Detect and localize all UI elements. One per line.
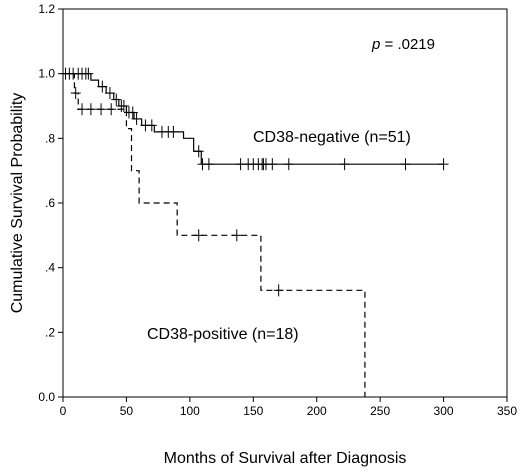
- x-tick-label-0: 0: [60, 404, 67, 418]
- y-tick-label-.4: .4: [45, 261, 55, 275]
- y-tick-label-1.0: 1.0: [38, 67, 55, 81]
- axis-ticks: 0 50 100 150 200 250 300 350 0.0 .2 .4 .6 .8 1.0 1.2: [38, 2, 517, 418]
- x-tick-label-300: 300: [434, 404, 454, 418]
- p-value-text: = .0219: [380, 36, 435, 53]
- y-axis-title: Cumulative Survival Probability: [9, 93, 26, 314]
- x-tick-label-200: 200: [307, 404, 327, 418]
- x-tick-label-50: 50: [120, 404, 134, 418]
- cd38-positive-curve: [63, 73, 366, 397]
- y-tick-label-1.2: 1.2: [38, 2, 55, 16]
- cd38-negative-curve: [63, 73, 444, 165]
- series-layer: [60, 67, 449, 397]
- x-tick-label-150: 150: [243, 404, 263, 418]
- x-tick-label-250: 250: [370, 404, 390, 418]
- cd38-positive-label: CD38-positive (n=18): [147, 326, 299, 343]
- y-tick-label-.2: .2: [45, 325, 55, 339]
- y-tick-label-.8: .8: [45, 131, 55, 145]
- x-tick-label-100: 100: [180, 404, 200, 418]
- y-tick-label-0.0: 0.0: [38, 390, 55, 404]
- cd38-negative-label: CD38-negative (n=51): [253, 129, 411, 146]
- x-axis-title: Months of Survival after Diagnosis: [164, 450, 407, 467]
- p-value-label: p = .0219: [371, 36, 435, 53]
- y-tick-label-.6: .6: [45, 196, 55, 210]
- p-value-symbol: p: [371, 36, 380, 53]
- x-tick-label-350: 350: [497, 404, 517, 418]
